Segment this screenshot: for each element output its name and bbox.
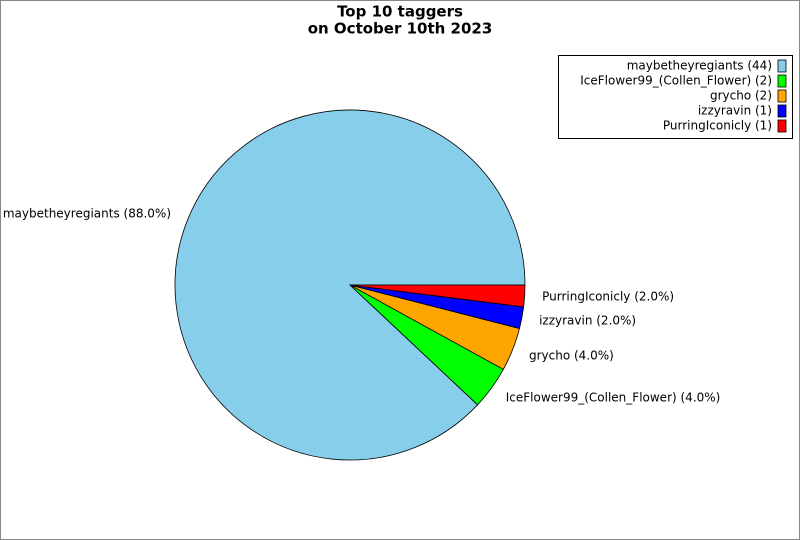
slice-label: PurringIconicly (2.0%) [542,290,674,304]
slice-label: IceFlower99_(Collen_Flower) (4.0%) [506,391,721,405]
slice-label: grycho (4.0%) [529,348,614,362]
pie-slice [349,284,526,308]
legend-label: maybetheyregiants (44) [627,59,772,73]
legend-label: IceFlower99_(Collen_Flower) (2) [580,74,772,88]
legend-swatch [777,74,787,88]
legend-swatch [777,104,787,118]
legend-label: PurringIconicly (1) [663,119,772,133]
slice-label: maybetheyregiants (88.0%) [3,207,171,221]
legend-swatch [777,89,787,103]
chart-title: Top 10 taggers [337,3,463,21]
legend-swatch [777,119,787,133]
slice-label: izzyravin (2.0%) [539,314,636,328]
legend-box [558,55,793,139]
legend-swatch [777,59,787,73]
legend-label: grycho (2) [710,89,772,103]
legend-label: izzyravin (1) [698,104,772,118]
chart-title: on October 10th 2023 [308,20,493,38]
